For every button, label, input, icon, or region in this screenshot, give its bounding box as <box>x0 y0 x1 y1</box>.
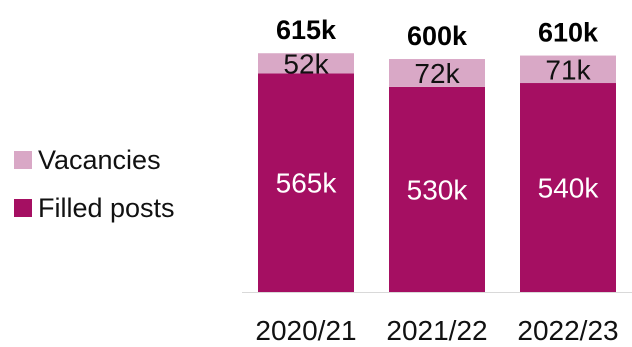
bar-filled-posts-2 <box>389 86 485 292</box>
legend: Vacancies Filled posts <box>14 136 175 232</box>
x-tick-label-2: 2021/22 <box>386 315 487 346</box>
data-label-vacancies-1: 52k <box>283 48 329 79</box>
legend-swatch-vacancies <box>14 151 32 169</box>
bar-vacancies-1 <box>258 53 354 74</box>
bar-filled-posts-1 <box>258 73 354 292</box>
data-label-filled-posts-3: 540k <box>538 173 600 204</box>
bar-vacancies-3 <box>520 55 616 84</box>
legend-label-vacancies: Vacancies <box>38 144 161 175</box>
total-label-1: 615k <box>276 15 337 45</box>
x-tick-label-3: 2022/23 <box>517 315 618 346</box>
total-label-3: 610k <box>538 18 599 48</box>
data-label-vacancies-3: 71k <box>545 54 591 85</box>
data-label-filled-posts-2: 530k <box>407 174 469 205</box>
bar-vacancies-2 <box>389 59 485 87</box>
legend-item-vacancies: Vacancies <box>14 136 175 184</box>
data-label-filled-posts-1: 565k <box>276 168 338 199</box>
data-label-vacancies-2: 72k <box>414 58 460 89</box>
legend-swatch-filled-posts <box>14 199 32 217</box>
x-tick-label-1: 2020/21 <box>255 315 356 346</box>
legend-item-filled-posts: Filled posts <box>14 184 175 232</box>
total-label-2: 600k <box>407 21 468 51</box>
legend-label-filled-posts: Filled posts <box>38 192 175 223</box>
bar-filled-posts-3 <box>520 83 616 293</box>
